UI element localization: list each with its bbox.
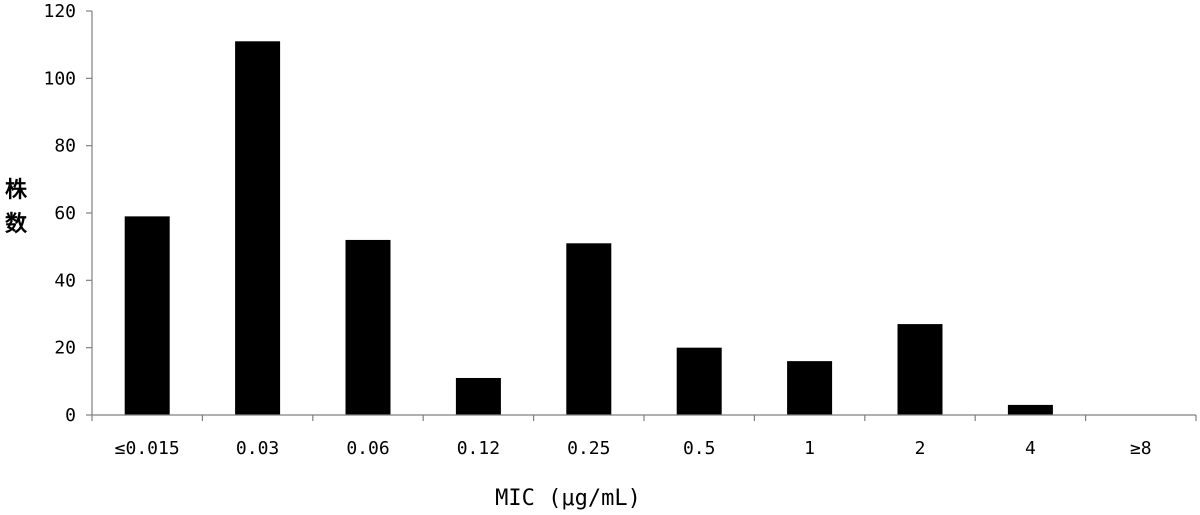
x-tick-label: ≤0.015	[115, 438, 180, 459]
x-axis-title: MIC (μg/mL)	[495, 486, 641, 511]
y-tick-label: 80	[54, 136, 76, 157]
y-axis-ticks: 0 20 40 60 80 100 120	[43, 1, 92, 426]
y-tick-label: 100	[43, 68, 76, 89]
bars	[124, 41, 1053, 416]
y-tick-label: 60	[54, 203, 76, 224]
bar	[566, 243, 612, 415]
bar	[787, 361, 833, 415]
x-tick-label: 0.03	[236, 438, 279, 459]
y-tick-label: 20	[54, 338, 76, 359]
x-tick-label: 4	[1025, 438, 1036, 459]
bar	[676, 347, 722, 415]
y-tick-label: 0	[65, 405, 76, 426]
bar	[124, 216, 170, 415]
x-tick-label: 0.5	[683, 438, 716, 459]
bar	[235, 41, 281, 416]
bar	[345, 239, 391, 415]
x-tick-label: 0.06	[346, 438, 389, 459]
bar	[455, 377, 501, 415]
x-tick-label: 0.12	[457, 438, 500, 459]
x-tick-label: 2	[915, 438, 926, 459]
y-tick-label: 40	[54, 270, 76, 291]
bar	[897, 324, 943, 415]
x-tick-label: ≥8	[1130, 438, 1152, 459]
y-tick-label: 120	[43, 1, 76, 22]
x-tick-label: 1	[804, 438, 815, 459]
x-tick-label: 0.25	[567, 438, 610, 459]
y-axis-title: 株数	[5, 178, 28, 237]
bar	[1007, 404, 1053, 415]
x-axis-ticks: ≤0.015 0.03 0.06 0.12 0.25 0.5 1 2 4 ≥8	[91, 415, 1197, 459]
